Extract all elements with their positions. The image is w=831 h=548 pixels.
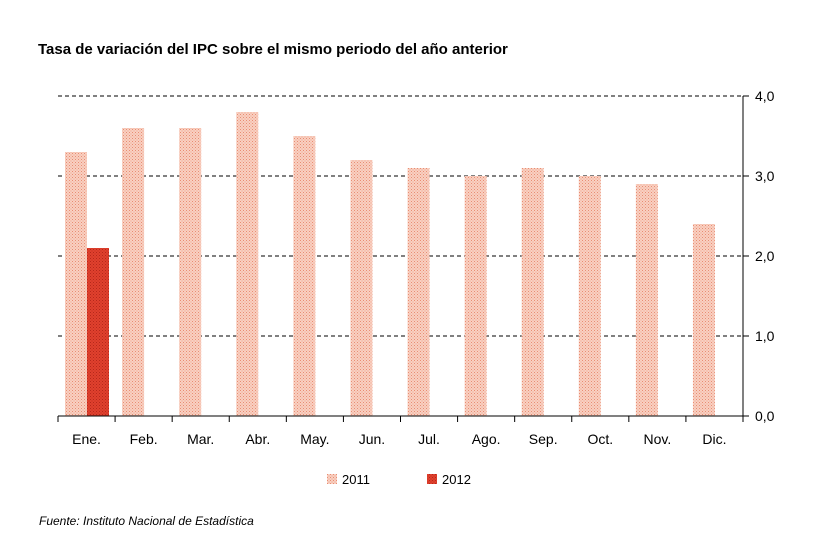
y-tick-label: 1,0 — [755, 328, 775, 344]
x-tick-label: Dic. — [702, 431, 726, 447]
bar-2011-9 — [521, 168, 544, 416]
chart-title: Tasa de variación del IPC sobre el mismo… — [38, 41, 508, 58]
x-tick-label: Nov. — [644, 431, 672, 447]
bar-2012-1 — [87, 248, 109, 416]
legend-label-2011: 2011 — [342, 472, 370, 487]
x-tick-label: Sep. — [529, 431, 558, 447]
legend-swatch-2012 — [427, 474, 437, 484]
source-note: Fuente: Instituto Nacional de Estadístic… — [39, 514, 254, 528]
y-tick-label: 3,0 — [755, 168, 775, 184]
bar-2011-12 — [692, 224, 715, 416]
y-tick-label: 2,0 — [755, 248, 775, 264]
x-tick-label: Ago. — [472, 431, 501, 447]
y-tick-label: 0,0 — [755, 408, 775, 424]
bar-2011-1 — [65, 152, 87, 416]
x-tick-label: Jul. — [418, 431, 440, 447]
y-tick-label: 4,0 — [755, 88, 775, 104]
x-tick-label: Mar. — [187, 431, 214, 447]
bar-2011-11 — [635, 184, 658, 416]
bar-2011-8 — [464, 176, 487, 416]
x-tick-label: Feb. — [130, 431, 158, 447]
bar-2011-6 — [350, 160, 373, 416]
bar-2011-4 — [236, 112, 259, 416]
bar-2011-7 — [407, 168, 430, 416]
bar-2011-10 — [578, 176, 601, 416]
x-tick-label: Abr. — [245, 431, 270, 447]
legend-label-2012: 2012 — [442, 472, 471, 487]
x-tick-label: May. — [300, 431, 329, 447]
bar-2011-2 — [122, 128, 145, 416]
x-tick-label: Ene. — [72, 431, 101, 447]
x-tick-label: Oct. — [587, 431, 613, 447]
bar-2011-5 — [293, 136, 316, 416]
x-tick-label: Jun. — [359, 431, 385, 447]
legend-swatch-2011 — [327, 474, 337, 484]
bar-2011-3 — [179, 128, 202, 416]
